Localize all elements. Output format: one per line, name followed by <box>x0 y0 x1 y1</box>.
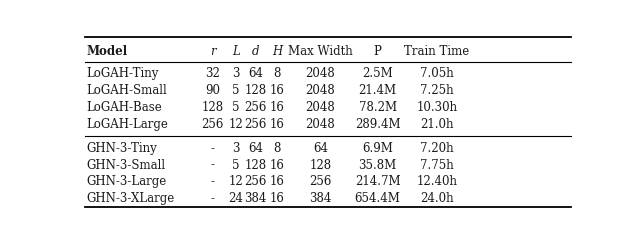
Text: 78.2M: 78.2M <box>358 101 397 114</box>
Text: Model: Model <box>86 45 127 58</box>
Text: 5: 5 <box>232 84 239 97</box>
Text: GHN-3-Large: GHN-3-Large <box>86 175 166 188</box>
Text: -: - <box>211 175 214 188</box>
Text: 289.4M: 289.4M <box>355 118 401 130</box>
Text: 2048: 2048 <box>305 101 335 114</box>
Text: 8: 8 <box>273 67 280 80</box>
Text: 16: 16 <box>269 175 284 188</box>
Text: 2048: 2048 <box>305 67 335 80</box>
Text: 16: 16 <box>269 159 284 172</box>
Text: 384: 384 <box>244 192 267 205</box>
Text: 12: 12 <box>228 118 243 130</box>
Text: -: - <box>211 142 214 155</box>
Text: 64: 64 <box>248 67 263 80</box>
Text: LoGAH-Base: LoGAH-Base <box>86 101 162 114</box>
Text: 7.75h: 7.75h <box>420 159 454 172</box>
Text: 128: 128 <box>244 159 267 172</box>
Text: 2048: 2048 <box>305 118 335 130</box>
Text: GHN-3-Tiny: GHN-3-Tiny <box>86 142 157 155</box>
Text: 128: 128 <box>309 159 332 172</box>
Text: GHN-3-XLarge: GHN-3-XLarge <box>86 192 175 205</box>
Text: 32: 32 <box>205 67 220 80</box>
Text: Max Width: Max Width <box>288 45 353 58</box>
Text: 21.4M: 21.4M <box>358 84 397 97</box>
Text: H: H <box>272 45 282 58</box>
Text: r: r <box>210 45 216 58</box>
Text: 64: 64 <box>248 142 263 155</box>
Text: P: P <box>374 45 381 58</box>
Text: LoGAH-Large: LoGAH-Large <box>86 118 168 130</box>
Text: 3: 3 <box>232 142 239 155</box>
Text: 5: 5 <box>232 159 239 172</box>
Text: 8: 8 <box>273 142 280 155</box>
Text: LoGAH-Small: LoGAH-Small <box>86 84 167 97</box>
Text: GHN-3-Small: GHN-3-Small <box>86 159 166 172</box>
Text: -: - <box>211 159 214 172</box>
Text: L: L <box>232 45 239 58</box>
Text: 24.0h: 24.0h <box>420 192 454 205</box>
Text: d: d <box>252 45 259 58</box>
Text: 12.40h: 12.40h <box>417 175 458 188</box>
Text: 256: 256 <box>309 175 332 188</box>
Text: 256: 256 <box>202 118 224 130</box>
Text: 2.5M: 2.5M <box>362 67 393 80</box>
Text: 6.9M: 6.9M <box>362 142 393 155</box>
Text: 16: 16 <box>269 101 284 114</box>
Text: LoGAH-Tiny: LoGAH-Tiny <box>86 67 159 80</box>
Text: 5: 5 <box>232 101 239 114</box>
Text: 16: 16 <box>269 192 284 205</box>
Text: 2048: 2048 <box>305 84 335 97</box>
Text: 256: 256 <box>244 175 267 188</box>
Text: 3: 3 <box>232 67 239 80</box>
Text: 214.7M: 214.7M <box>355 175 401 188</box>
Text: 7.05h: 7.05h <box>420 67 454 80</box>
Text: 10.30h: 10.30h <box>417 101 458 114</box>
Text: 128: 128 <box>202 101 224 114</box>
Text: 654.4M: 654.4M <box>355 192 401 205</box>
Text: 384: 384 <box>309 192 332 205</box>
Text: -: - <box>211 192 214 205</box>
Text: 128: 128 <box>244 84 267 97</box>
Text: 7.25h: 7.25h <box>420 84 454 97</box>
Text: 24: 24 <box>228 192 243 205</box>
Text: 35.8M: 35.8M <box>358 159 397 172</box>
Text: 7.20h: 7.20h <box>420 142 454 155</box>
Text: 90: 90 <box>205 84 220 97</box>
Text: 64: 64 <box>313 142 328 155</box>
Text: 256: 256 <box>244 118 267 130</box>
Text: 256: 256 <box>244 101 267 114</box>
Text: 21.0h: 21.0h <box>420 118 454 130</box>
Text: 16: 16 <box>269 84 284 97</box>
Text: 12: 12 <box>228 175 243 188</box>
Text: Train Time: Train Time <box>404 45 470 58</box>
Text: 16: 16 <box>269 118 284 130</box>
